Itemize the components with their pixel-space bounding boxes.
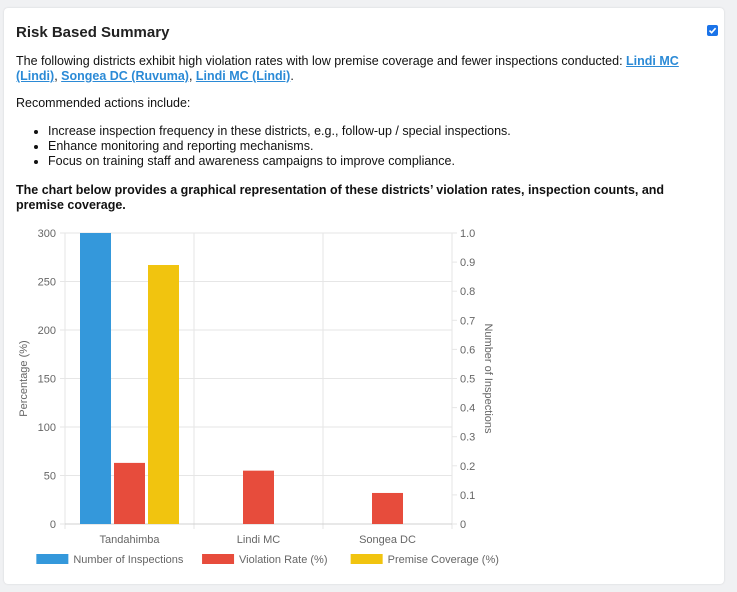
summary-intro: The following districts exhibit high vio… [16,54,623,68]
action-item: Enhance monitoring and reporting mechani… [48,139,511,154]
actions-intro: Recommended actions include: [16,96,191,110]
risk-summary-card [4,8,724,584]
card-title: Risk Based Summary [16,24,170,41]
district-link-lindi-mc[interactable]: Lindi MC (Lindi) [16,54,679,83]
action-item: Focus on training staff and awareness ca… [48,154,511,169]
summary-text: The following districts exhibit high vio… [16,54,679,83]
district-link-lindi-mc-2[interactable]: Lindi MC (Lindi) [195,69,291,83]
include-checkbox[interactable] [707,25,718,36]
chart-intro: The chart below provides a graphical rep… [16,183,665,212]
action-item: Increase inspection frequency in these d… [48,124,511,139]
check-icon [708,27,717,34]
actions-list: Increase inspection frequency in these d… [16,124,511,169]
district-link-songea-dc[interactable]: Songea DC (Ruvuma) [61,69,189,83]
